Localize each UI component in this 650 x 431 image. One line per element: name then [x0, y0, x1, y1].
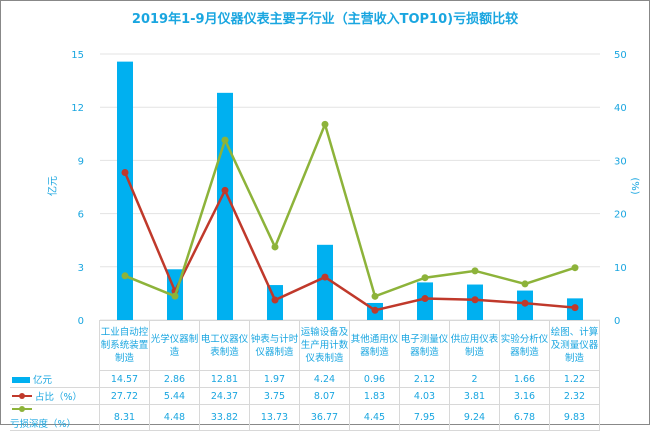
line-point	[271, 243, 279, 251]
line-point	[171, 292, 179, 300]
data-cell: 36.77	[299, 404, 350, 431]
line-point	[121, 272, 129, 280]
line-point	[321, 273, 329, 281]
data-cell: 5.44	[149, 387, 200, 405]
category-label: 电子测量仪器制造	[399, 320, 450, 371]
bar	[217, 92, 233, 320]
line-point	[571, 264, 579, 272]
data-cell: 1.66	[499, 370, 550, 388]
data-cell: 0.96	[349, 370, 400, 388]
category-label: 光学仪器制造	[149, 320, 200, 371]
data-cell: 2	[449, 370, 500, 388]
line-point	[371, 292, 379, 300]
line-point	[571, 304, 579, 312]
legend-entry: 占比（%）	[10, 387, 100, 405]
line-point	[271, 296, 279, 304]
data-cell: 9.83	[549, 404, 600, 431]
y-right-tick-label: 30	[614, 156, 627, 167]
category-label: 绘图、计算及测量仪器制造	[549, 320, 600, 371]
table-row: 亏损深度（%） 8.31 4.48 33.82 13.73 36.77 4.45 7.95 9.…	[10, 404, 600, 431]
data-cell: 1.83	[349, 387, 400, 405]
data-cell: 3.75	[249, 387, 300, 405]
data-cell: 8.31	[99, 404, 150, 431]
legend-swatch	[12, 377, 30, 384]
y-right-tick-label: 50	[614, 50, 627, 61]
y-right-tick-label: 0	[614, 316, 620, 327]
data-table: 工业自动控制系统装置制造 光学仪器制造 电工仪器仪表制造 钟表与计时仪器制造 运输设备及…	[10, 320, 600, 431]
line-point	[321, 120, 329, 128]
data-cell: 12.81	[199, 370, 250, 388]
data-cell: 9.24	[449, 404, 500, 431]
data-cell: 7.95	[399, 404, 450, 431]
data-cell: 1.22	[549, 370, 600, 388]
line-point	[371, 306, 379, 314]
category-label: 电工仪器仪表制造	[199, 320, 250, 371]
category-label: 供应用仪表制造	[449, 320, 500, 371]
y-right-tick-label: 20	[614, 210, 627, 221]
line-point	[121, 169, 129, 177]
data-cell: 1.97	[249, 370, 300, 388]
category-label: 其他通用仪器制造	[349, 320, 400, 371]
series-line	[124, 120, 576, 298]
legend-swatch	[12, 392, 32, 403]
table-corner	[10, 320, 100, 371]
data-cell: 6.78	[499, 404, 550, 431]
table-row: 亿元 14.57 2.86 12.81 1.97 4.24 0.96 2.12 2 1.66 1.2…	[10, 370, 600, 388]
y-left-tick-label: 3	[78, 263, 84, 274]
y-right-tick-label: 40	[614, 103, 627, 114]
y-axis-right-label: (%)	[629, 177, 640, 194]
data-cell: 27.72	[99, 387, 150, 405]
bar	[117, 61, 133, 320]
line-point	[521, 280, 529, 288]
y-axis-left-label: 亿元	[46, 176, 59, 196]
line-point	[421, 274, 429, 282]
series-line	[123, 172, 576, 312]
y-left-tick-label: 6	[78, 210, 84, 221]
data-cell: 4.48	[149, 404, 200, 431]
data-cell: 4.03	[399, 387, 450, 405]
line-point	[521, 299, 529, 307]
data-cell: 2.32	[549, 387, 600, 405]
line-point	[221, 186, 229, 194]
category-label: 工业自动控制系统装置制造	[99, 320, 150, 371]
data-cell: 14.57	[99, 370, 150, 388]
chart-title: 2019年1-9月仪器仪表主要子行业（主营收入TOP10)亏损额比较	[131, 12, 519, 27]
line-point	[471, 296, 479, 304]
data-cell: 4.24	[299, 370, 350, 388]
data-cell: 24.37	[199, 387, 250, 405]
data-cell: 2.86	[149, 370, 200, 388]
data-cell: 13.73	[249, 404, 300, 431]
category-label: 实验分析仪器制造	[499, 320, 550, 371]
data-cell: 3.16	[499, 387, 550, 405]
y-right-tick-label: 10	[614, 263, 627, 274]
legend-swatch	[12, 405, 32, 416]
category-label: 运输设备及生产用计数仪表制造	[299, 320, 350, 371]
data-cell: 4.45	[349, 404, 400, 431]
category-label: 钟表与计时仪器制造	[249, 320, 300, 371]
data-cell: 2.12	[399, 370, 450, 388]
legend-entry: 亏损深度（%）	[10, 404, 100, 431]
bar	[317, 244, 333, 320]
line-point	[471, 267, 479, 275]
line-point	[221, 136, 229, 144]
line-point	[421, 295, 429, 303]
table-row: 占比（%） 27.72 5.44 24.37 3.75 8.07 1.83 4.03 3.81 3…	[10, 387, 600, 405]
legend-entry: 亿元	[10, 370, 100, 388]
data-cell: 3.81	[449, 387, 500, 405]
data-cell: 8.07	[299, 387, 350, 405]
y-left-tick-label: 15	[71, 50, 84, 61]
legend-label: 占比（%）	[35, 392, 83, 403]
y-left-tick-label: 9	[78, 156, 84, 167]
y-left-tick-label: 12	[71, 103, 84, 114]
data-cell: 33.82	[199, 404, 250, 431]
legend-label: 亿元	[33, 374, 53, 386]
